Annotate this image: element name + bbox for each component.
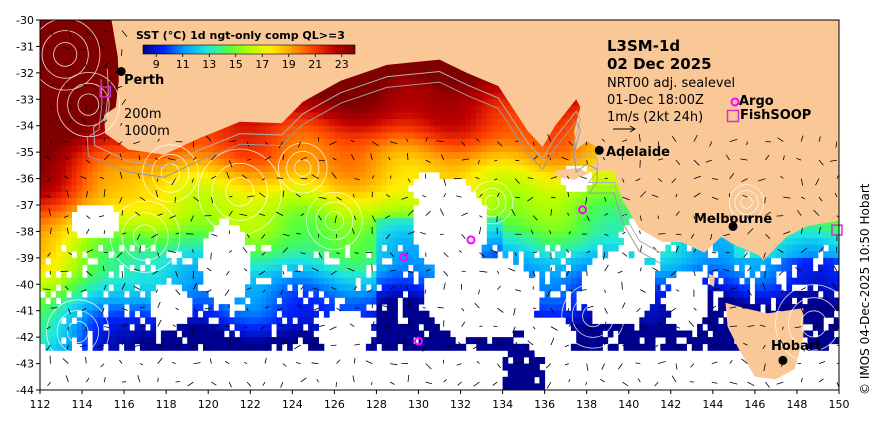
y-tick-label--44: -44 <box>16 384 34 397</box>
x-tick-label-134: 134 <box>492 398 513 411</box>
argo-legend-label: Argo <box>739 94 774 109</box>
colorbar-gradient <box>142 44 356 55</box>
argo-float-marker <box>399 252 409 262</box>
x-tick-label-116: 116 <box>114 398 135 411</box>
argo-float-marker <box>578 205 587 215</box>
australia-mainland <box>104 20 839 261</box>
credit-text: © IMOS 04-Dec-2025 10:50 Hobart <box>858 183 872 395</box>
y-tick-label--30: -30 <box>16 14 34 27</box>
axis-ticks: 112 114 116 118 120 122 124 126 128 130 132 134 136 1… <box>16 14 849 411</box>
sealevel-contours <box>40 20 839 365</box>
x-tick-label-132: 132 <box>450 398 471 411</box>
city-perth-label: Perth <box>124 73 165 88</box>
isobath-lines <box>86 68 663 265</box>
colorbar-label-17: 17 <box>255 58 269 71</box>
product-date: 02 Dec 2025 <box>607 55 712 73</box>
colorbar: 9 11 13 15 17 19 21 23 <box>142 44 356 71</box>
colorbar-label-13: 13 <box>202 58 216 71</box>
colorbar-title: SST (°C) 1d ngt-only comp QL>=3 <box>136 29 345 42</box>
y-tick-label--33: -33 <box>16 93 34 106</box>
isobath-1000m-line <box>86 79 663 265</box>
x-tick-label-130: 130 <box>408 398 429 411</box>
isobath-200m-label: 200m <box>124 107 162 122</box>
valid-time: 01-Dec 18:00Z <box>607 93 704 108</box>
x-tick-label-112: 112 <box>30 398 51 411</box>
x-tick-label-126: 126 <box>324 398 345 411</box>
markers <box>99 67 843 365</box>
city-hobart-label: Hobart <box>771 339 822 354</box>
sealevel-label: NRT00 adj. sealevel <box>607 76 736 91</box>
y-tick-label--32: -32 <box>16 67 34 80</box>
colorbar-label-9: 9 <box>153 58 160 71</box>
colorbar-label-23: 23 <box>335 58 349 71</box>
city-adelaide-label: Adelaide <box>606 145 670 160</box>
y-tick-label--37: -37 <box>16 199 34 212</box>
product-title: L3SM-1d <box>607 37 681 55</box>
scale-arrow-icon <box>613 125 636 133</box>
king-island <box>708 273 715 287</box>
fishsoop-marker <box>831 224 843 236</box>
x-tick-label-122: 122 <box>240 398 261 411</box>
fishsoop-marker <box>99 86 111 98</box>
city-dot-hobart <box>778 355 788 365</box>
x-tick-label-124: 124 <box>282 398 303 411</box>
city-dot-melbourne <box>728 221 738 231</box>
y-tick-label--38: -38 <box>16 225 34 238</box>
argo-legend-icon <box>730 97 740 107</box>
x-tick-label-144: 144 <box>702 398 723 411</box>
city-melbourne-label: Melbourne <box>694 212 773 227</box>
x-tick-label-114: 114 <box>72 398 93 411</box>
colorbar-label-11: 11 <box>176 58 190 71</box>
y-tick-label--35: -35 <box>16 146 34 159</box>
y-tick-label--42: -42 <box>16 331 34 344</box>
fishsoop-legend-icon <box>726 109 740 123</box>
y-tick-label--43: -43 <box>16 358 34 371</box>
colorbar-label-15: 15 <box>229 58 243 71</box>
x-tick-label-148: 148 <box>786 398 807 411</box>
current-vectors <box>43 30 839 389</box>
x-tick-label-150: 150 <box>829 398 850 411</box>
isobath-1000m-label: 1000m <box>124 124 170 139</box>
x-tick-label-140: 140 <box>618 398 639 411</box>
y-tick-label--31: -31 <box>16 40 34 53</box>
y-tick-label--39: -39 <box>16 252 34 265</box>
x-tick-label-120: 120 <box>198 398 219 411</box>
x-tick-label-146: 146 <box>744 398 765 411</box>
city-dot-perth <box>116 67 126 76</box>
current-scale-label: 1m/s (2kt 24h) <box>607 110 704 125</box>
land-layer <box>104 20 839 380</box>
argo-float-marker <box>466 235 476 245</box>
x-tick-label-142: 142 <box>660 398 681 411</box>
argo-float-marker <box>414 336 423 346</box>
fishsoop-legend-label: FishSOOP <box>740 108 812 123</box>
colorbar-label-21: 21 <box>308 58 322 71</box>
city-dot-adelaide <box>594 145 604 155</box>
x-tick-label-128: 128 <box>366 398 387 411</box>
x-tick-label-118: 118 <box>156 398 177 411</box>
x-tick-label-138: 138 <box>576 398 597 411</box>
y-tick-label--36: -36 <box>16 173 34 186</box>
y-tick-label--34: -34 <box>16 120 34 133</box>
x-tick-label-136: 136 <box>534 398 555 411</box>
y-tick-label--41: -41 <box>16 305 34 318</box>
colorbar-label-19: 19 <box>282 58 296 71</box>
y-tick-label--40: -40 <box>16 278 34 291</box>
